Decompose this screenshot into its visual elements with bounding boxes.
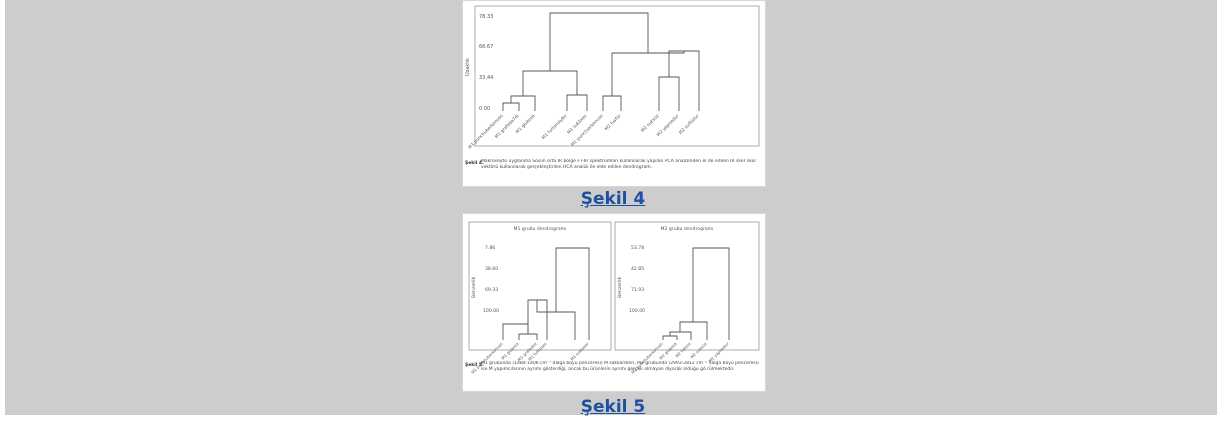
fig5-left-ytick: 7.86	[485, 245, 495, 251]
fig4-caption-label: Şekil 4.	[465, 160, 484, 166]
fig4-ylabel: Uzaklık	[465, 58, 471, 76]
figure-4-dendrogram: Uzaklık 78.33 66.67 33.44 0.00	[465, 5, 760, 170]
fig4-leaf-labels: M1 punchuberkonuss M1 grafeda7dı M1 gluk…	[467, 113, 700, 151]
figure-4-image: Uzaklık 78.33 66.67 33.44 0.00	[462, 0, 766, 187]
fig5-right-ytick: 100.00	[629, 308, 645, 314]
fig4-ytick: 78.33	[479, 14, 493, 20]
fig5-caption-label: Şekil 5.	[465, 362, 484, 368]
fig5-left-ytick: 38.60	[485, 266, 498, 272]
fig5-right-ytick: 53.78	[631, 245, 644, 251]
fig4-branches	[502, 12, 700, 111]
figure-5-link[interactable]: Şekil 5	[580, 397, 646, 417]
fig4-ytick: 66.67	[479, 44, 493, 50]
figure-5-image: M1 grubu dendrogramı Benzerlik 7.86 38.6…	[462, 213, 766, 392]
fig5-right-title: M2 grubu dendrogramı	[661, 226, 714, 232]
fig5-right-ytick: 71.93	[631, 287, 644, 293]
fig4-leaf-label: M2 fusfür	[604, 113, 623, 132]
fig5-left-branches	[502, 247, 590, 340]
fig4-leaf-label: M2 suflüdur	[678, 113, 701, 136]
figure-4-link[interactable]: Şekil 4	[580, 189, 646, 209]
fig4-leaf-label: M1 furtensiyler	[541, 113, 569, 141]
figure-5-dendrograms: M1 grubu dendrogramı Benzerlik 7.86 38.6…	[465, 221, 760, 375]
fig5-left-leaf: M1 suklozer	[569, 341, 590, 362]
fig5-left-ylabel: Benzerlik	[471, 276, 477, 298]
fig5-right-ylabel: Benzerlik	[617, 276, 623, 298]
fig4-caption-text: Makroseyto uyglanma Sosiin orta IR bölge…	[481, 159, 757, 170]
fig5-right-branches	[662, 247, 730, 340]
fig5-left-title: M1 grubu dendrogramı	[514, 226, 567, 232]
fig4-leaf-label: M2 suksüz	[640, 113, 661, 134]
fig5-left-ytick: 100.00	[483, 308, 499, 314]
bottom-strip	[0, 415, 1223, 421]
fig5-left-ytick: 69.33	[485, 287, 498, 293]
fig4-ytick: 0.00	[479, 106, 490, 112]
fig5-right-ytick: 42.85	[631, 266, 644, 272]
fig5-right-leaf: M2 yapnedur	[708, 341, 730, 363]
fig4-ytick: 33.44	[479, 75, 493, 81]
fig5-caption-text: M1 grubunda (1484-1406 cm⁻¹ dalga boyu p…	[481, 361, 759, 372]
